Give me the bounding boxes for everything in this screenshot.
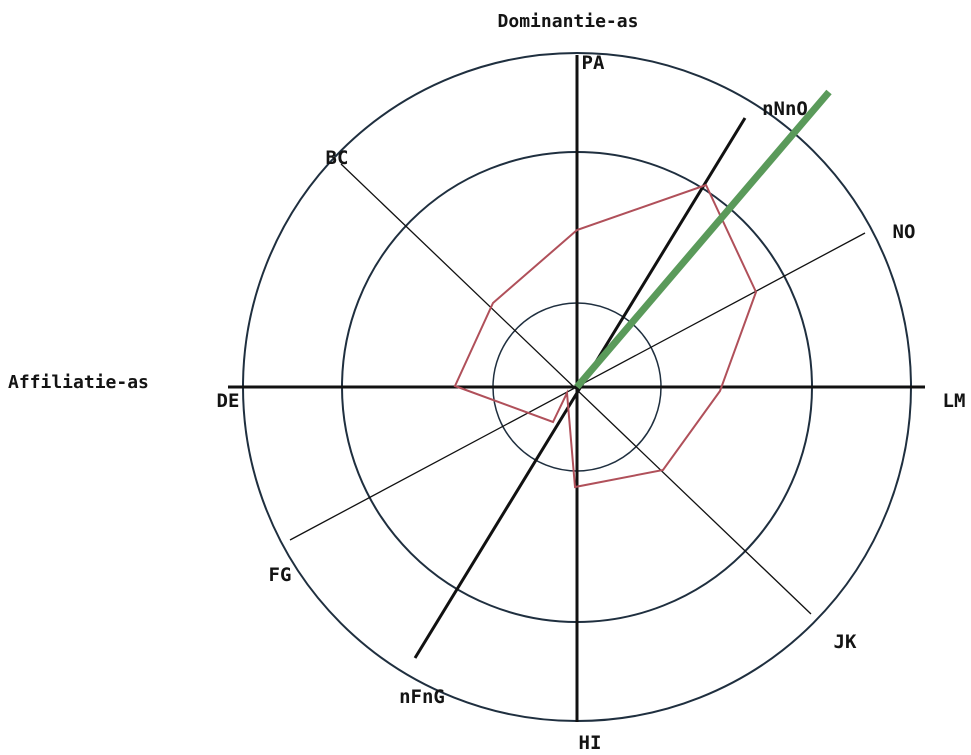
resultant-vector <box>574 89 832 390</box>
label-pa: PA <box>582 52 605 74</box>
label-bc: BC <box>326 147 349 169</box>
label-no: NO <box>893 221 916 243</box>
label-jk: JK <box>834 631 857 653</box>
label-de: DE <box>217 390 240 412</box>
profile-polygon <box>453 183 758 489</box>
dominance-axis-title: Dominantie-as <box>498 11 639 32</box>
label-hi: HI <box>579 732 602 754</box>
label-fg: FG <box>269 564 292 586</box>
label-nfng: nFnG <box>399 686 445 708</box>
label-lm: LM <box>943 390 966 412</box>
label-nnno: nNnO <box>762 98 808 120</box>
affiliation-axis-title: Affiliatie-as <box>8 372 149 393</box>
